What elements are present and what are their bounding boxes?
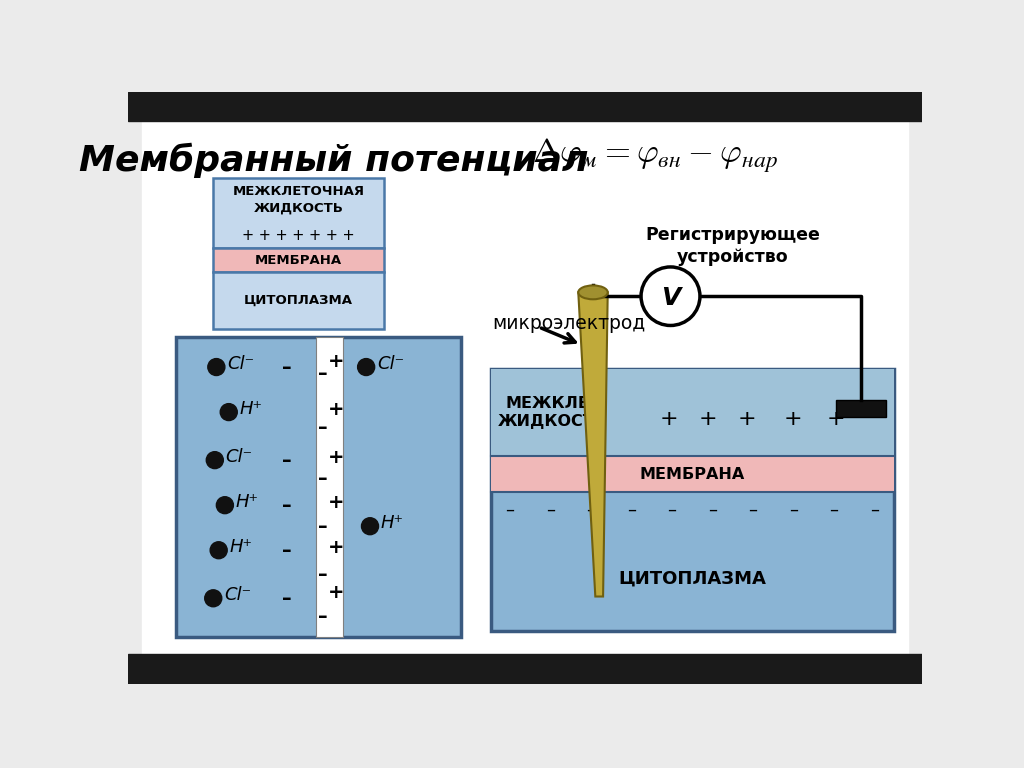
Text: МЕМБРАНА: МЕМБРАНА bbox=[255, 253, 342, 266]
Text: + + + + + + +: + + + + + + + bbox=[243, 228, 354, 243]
Bar bbox=[490, 369, 894, 455]
Text: +: + bbox=[328, 448, 344, 467]
Text: +: + bbox=[328, 493, 344, 511]
Text: ЦИТОПЛАЗМА: ЦИТОПЛАЗМА bbox=[618, 570, 766, 588]
Text: +: + bbox=[783, 409, 802, 429]
Text: МЕМБРАНА: МЕМБРАНА bbox=[640, 467, 744, 482]
Text: –: – bbox=[587, 500, 596, 518]
Polygon shape bbox=[579, 293, 607, 597]
Text: –: – bbox=[317, 517, 328, 536]
Text: –: – bbox=[546, 500, 555, 518]
Circle shape bbox=[206, 452, 223, 468]
Text: +: + bbox=[737, 409, 756, 429]
Text: ЦИТОПЛАЗМА: ЦИТОПЛАЗМА bbox=[244, 294, 353, 307]
Text: –: – bbox=[317, 468, 328, 488]
Text: H⁺: H⁺ bbox=[240, 400, 262, 418]
Circle shape bbox=[361, 518, 379, 535]
Bar bbox=[128, 92, 922, 121]
Text: H⁺: H⁺ bbox=[229, 538, 253, 556]
Bar bbox=[176, 337, 461, 637]
Text: +: + bbox=[328, 583, 344, 602]
Text: –: – bbox=[869, 500, 879, 518]
Circle shape bbox=[210, 541, 227, 558]
Text: V: V bbox=[660, 286, 680, 310]
Bar bbox=[315, 337, 343, 637]
Text: –: – bbox=[627, 500, 636, 518]
Text: –: – bbox=[282, 495, 291, 515]
Text: –: – bbox=[788, 500, 798, 518]
Circle shape bbox=[357, 359, 375, 376]
Text: $\Delta\varphi_м = \varphi_{вн} - \varphi_{нар}$: $\Delta\varphi_м = \varphi_{вн} - \varph… bbox=[531, 136, 778, 174]
Text: Cl⁻: Cl⁻ bbox=[225, 448, 253, 466]
Bar bbox=[128, 654, 922, 684]
Text: –: – bbox=[749, 500, 758, 518]
Text: +: + bbox=[328, 399, 344, 419]
Text: H⁺: H⁺ bbox=[381, 514, 403, 532]
Text: –: – bbox=[708, 500, 717, 518]
Bar bbox=[213, 178, 384, 248]
Circle shape bbox=[208, 359, 225, 376]
Text: +: + bbox=[826, 409, 845, 429]
Bar bbox=[213, 248, 384, 273]
Text: Cl⁻: Cl⁻ bbox=[377, 355, 404, 373]
Text: –: – bbox=[317, 363, 328, 382]
Text: Мембранный потенциал: Мембранный потенциал bbox=[79, 142, 588, 177]
Text: –: – bbox=[829, 500, 839, 518]
Text: +: + bbox=[698, 409, 717, 429]
Text: Регистрирующее
устройство: Регистрирующее устройство bbox=[645, 226, 820, 266]
Text: +: + bbox=[328, 352, 344, 370]
Text: –: – bbox=[317, 564, 328, 584]
Text: H⁺: H⁺ bbox=[236, 493, 259, 511]
Text: Cl⁻: Cl⁻ bbox=[224, 586, 251, 604]
Text: +: + bbox=[328, 538, 344, 557]
Text: –: – bbox=[317, 607, 328, 626]
Circle shape bbox=[205, 590, 222, 607]
Text: –: – bbox=[282, 358, 291, 376]
Text: –: – bbox=[282, 541, 291, 560]
Circle shape bbox=[641, 267, 700, 326]
Circle shape bbox=[216, 497, 233, 514]
Text: –: – bbox=[668, 500, 677, 518]
Bar bbox=[490, 369, 894, 631]
Bar bbox=[213, 273, 384, 329]
Text: –: – bbox=[282, 589, 291, 607]
Text: МЕЖКЛЕТОЧНАЯ
ЖИДКОСТЬ: МЕЖКЛЕТОЧНАЯ ЖИДКОСТЬ bbox=[232, 185, 365, 214]
Ellipse shape bbox=[579, 286, 607, 300]
Text: –: – bbox=[282, 451, 291, 470]
Bar bbox=[490, 455, 894, 492]
Bar bbox=[836, 399, 886, 416]
Circle shape bbox=[220, 404, 238, 421]
Text: Cl⁻: Cl⁻ bbox=[227, 355, 254, 373]
Text: микроэлектрод: микроэлектрод bbox=[493, 313, 645, 333]
Text: –: – bbox=[506, 500, 515, 518]
Text: –: – bbox=[317, 418, 328, 437]
Text: МЕЖКЛЕТ
ЖИДКОСТЬ: МЕЖКЛЕТ ЖИДКОСТЬ bbox=[499, 396, 607, 429]
Text: +: + bbox=[659, 409, 678, 429]
